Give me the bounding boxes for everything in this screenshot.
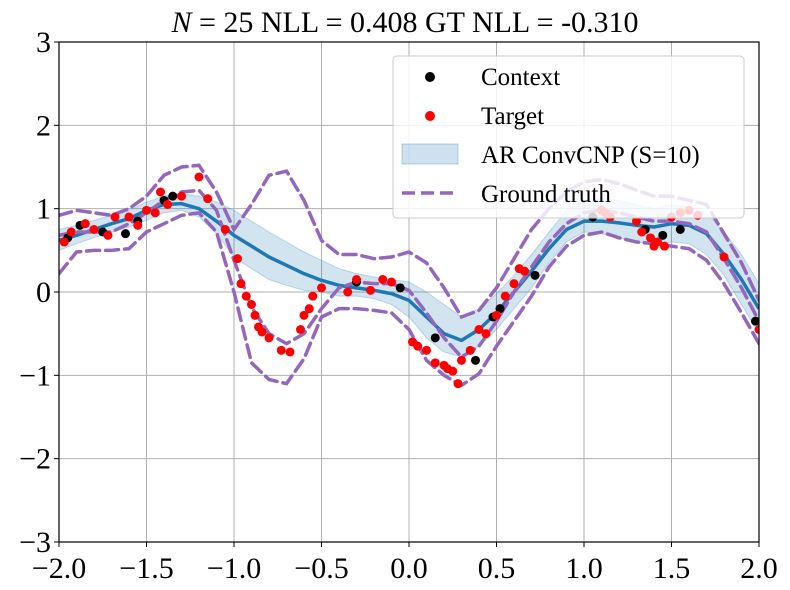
target-point [233,254,242,264]
target-point [378,275,388,284]
x-tick-label: 2.0 [740,552,778,585]
context-point [430,333,440,343]
y-tick-label: −1 [19,359,51,392]
target-point [660,241,669,251]
target-point [754,325,759,334]
target-point [110,212,120,222]
target-point [387,277,396,287]
x-tick-label: −0.5 [294,552,348,585]
target-point [250,310,260,320]
chart-title-symbol: N [170,6,193,39]
target-point [241,291,251,301]
context-point [168,191,178,201]
ground-truth-lower-line [59,210,759,388]
target-point [430,358,440,368]
target-point [142,205,151,215]
target-point [133,220,143,230]
target-point [509,279,519,289]
chart-title-text: = 25 NLL = 0.408 GT NLL = -0.310 [191,6,638,39]
legend-context-label: Context [481,64,560,91]
target-point [296,325,305,334]
target-point [465,345,475,355]
legend-target-marker [425,111,435,121]
target-point [453,379,463,389]
target-point [457,355,466,365]
target-point [59,237,69,247]
target-point [646,233,655,243]
legend-band-swatch [401,143,459,165]
context-point [658,230,668,240]
target-point [103,230,113,240]
context-point [395,283,405,293]
legend-ground-truth-label: Ground truth [481,181,611,208]
target-point [500,291,510,301]
target-point [352,275,361,284]
legend-context-marker [425,72,435,82]
context-point [530,270,540,280]
target-point [247,300,256,309]
y-tick-label: 0 [36,276,51,309]
x-tick-label: 0.0 [390,552,428,585]
target-point [80,219,90,229]
target-point [719,252,729,262]
legend-target-label: Target [481,103,544,130]
legend-band-label: AR ConvCNP (S=10) [481,142,700,169]
x-tick-label: 0.5 [478,552,516,585]
y-tick-label: −2 [19,443,51,476]
target-point [66,227,76,237]
target-point [492,310,501,320]
context-point [471,355,480,365]
x-tick-label: −2.0 [32,552,86,585]
target-point [89,225,99,234]
plot-area [59,163,759,389]
target-point [194,172,204,182]
legend-box [392,55,745,219]
target-point [474,325,484,334]
x-tick-label: 1.0 [565,552,603,585]
y-tick-label: 1 [36,193,51,226]
target-point [220,225,230,234]
y-tick-label: 3 [36,26,51,59]
target-point [343,287,353,297]
target-point [177,191,186,201]
target-point [299,310,309,320]
x-tick-label: −1.0 [207,552,261,585]
model-mean-line [59,201,759,343]
target-point [653,237,662,247]
target-point [285,347,295,357]
target-point [264,333,274,343]
target-point [257,327,267,337]
context-point [495,304,505,314]
target-point [317,283,326,293]
target-point [203,194,213,204]
context-point [675,225,685,234]
target-point [637,227,647,237]
target-point [156,187,165,197]
target-point [236,279,246,289]
target-point [448,366,458,376]
target-point [308,291,318,301]
context-point [121,229,130,239]
target-point [413,341,423,351]
target-point [163,200,172,209]
target-point [481,329,491,339]
x-tick-label: −1.5 [119,552,173,585]
legend: Context Target AR ConvCNP (S=10) Ground tru… [392,55,745,219]
target-point [422,345,431,355]
y-tick-label: 2 [36,109,51,142]
target-point [124,212,134,222]
context-point [751,316,759,326]
target-point [632,216,641,226]
target-point [304,304,314,314]
y-tick-label: −3 [19,526,51,559]
target-point [276,345,286,355]
chart-title: N = 25 NLL = 0.408 GT NLL = -0.310 [170,6,638,39]
target-point [520,266,529,276]
target-point [366,285,375,295]
x-tick-label: 1.5 [653,552,691,585]
target-point [150,208,160,218]
